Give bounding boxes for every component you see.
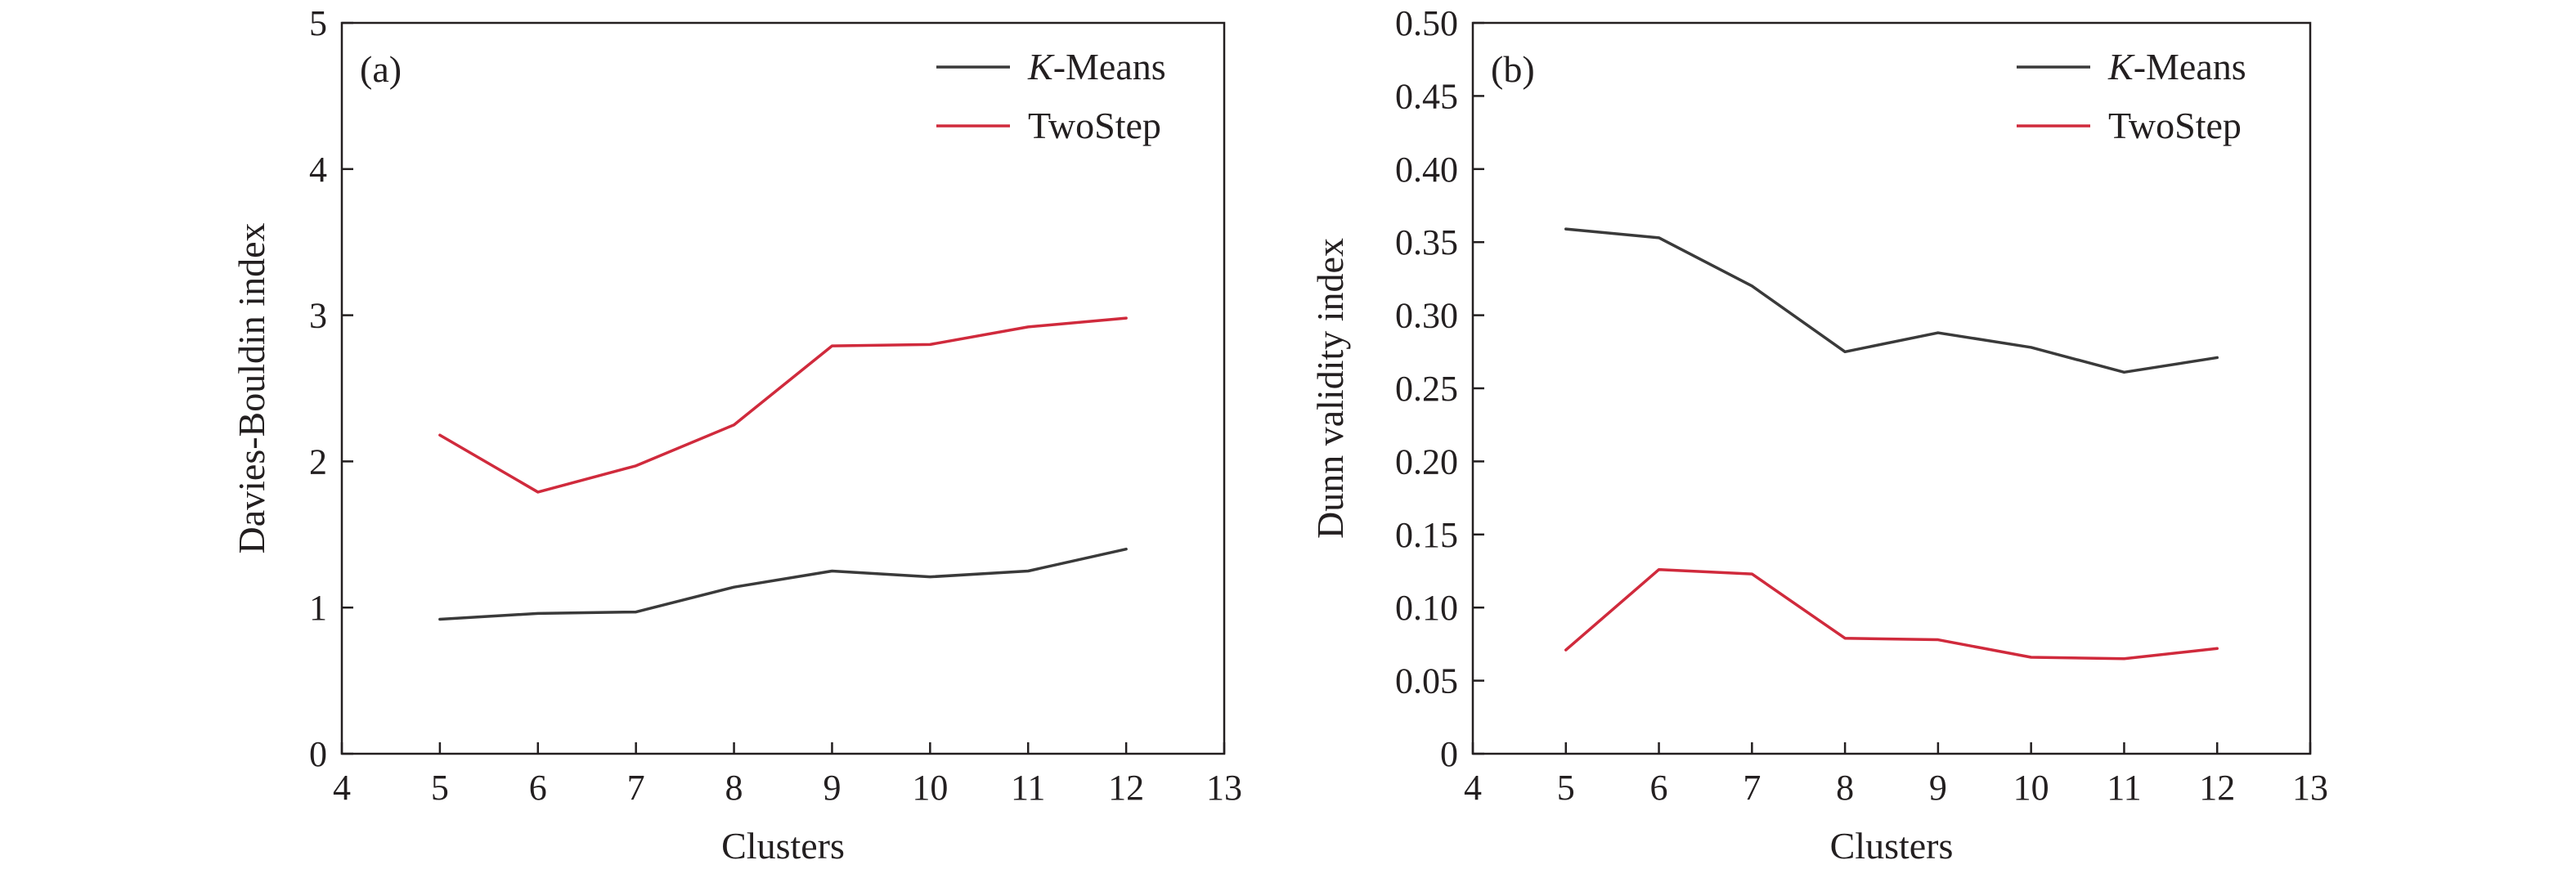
legend: K-Means TwoStep	[936, 46, 1166, 146]
y-ticks: 0 0.05 0.10 0.15 0.20 0.25 0.30 0.35 0.40 0.45 0.5…	[1395, 3, 1484, 774]
series-line-k-means	[1564, 227, 2219, 374]
x-tick-label: 7	[1743, 768, 1761, 808]
y-axis-title: Dunn validity index	[1309, 238, 1351, 539]
y-tick-label: 0.40	[1395, 150, 1458, 190]
x-tick-label: 5	[431, 768, 449, 808]
legend-label-rest: TwoStep	[1028, 105, 1161, 146]
x-tick-label: 4	[333, 768, 351, 808]
y-tick-label: 0.05	[1395, 661, 1458, 701]
y-tick-label: 1	[309, 588, 327, 628]
y-tick-label: 0.10	[1395, 588, 1458, 628]
y-tick-label: 4	[309, 150, 327, 190]
y-ticks: 0 1 2 3 4 5	[309, 3, 353, 774]
y-tick-label: 0.50	[1395, 3, 1458, 43]
panel-label: (a)	[360, 48, 402, 90]
x-tick-label: 11	[2107, 768, 2141, 808]
x-tick-label: 13	[2292, 768, 2328, 808]
x-tick-label: 4	[1464, 768, 1482, 808]
series-lines	[1564, 227, 2219, 661]
x-tick-label: 6	[1650, 768, 1668, 808]
series-line-k-means	[438, 547, 1128, 621]
legend-label-italic: K	[2107, 46, 2135, 87]
x-ticks: 4 5 6 7 8 9 10 11 12 13	[333, 742, 1242, 808]
plot-frame	[340, 21, 1226, 755]
x-tick-label: 13	[1206, 768, 1242, 808]
panel-b: 0 0.05 0.10 0.15 0.20 0.25 0.30 0.35 0.40 0.45 0.5…	[1309, 3, 2328, 867]
y-tick-label: 0.20	[1395, 441, 1458, 482]
x-tick-label: 10	[912, 768, 948, 808]
legend-label-rest: -Means	[2134, 46, 2246, 87]
legend-label: TwoStep	[1028, 105, 1161, 146]
series-line-twostep	[438, 316, 1128, 494]
x-tick-label: 10	[2013, 768, 2049, 808]
y-tick-label: 3	[309, 296, 327, 336]
legend-label-rest: TwoStep	[2108, 105, 2242, 146]
x-tick-label: 6	[529, 768, 547, 808]
y-tick-label: 0	[1440, 734, 1458, 774]
y-tick-label: 0.25	[1395, 369, 1458, 409]
x-tick-label: 8	[725, 768, 743, 808]
x-tick-label: 9	[1929, 768, 1947, 808]
legend-label-rest: -Means	[1053, 46, 1166, 87]
legend-label: K-Means	[2107, 46, 2246, 87]
x-tick-label: 12	[1108, 768, 1144, 808]
x-tick-label: 12	[2199, 768, 2235, 808]
y-tick-label: 5	[309, 3, 327, 43]
legend-label-italic: K	[1027, 46, 1055, 87]
x-tick-label: 7	[627, 768, 645, 808]
legend: K-Means TwoStep	[2017, 46, 2246, 146]
y-tick-label: 0.35	[1395, 222, 1458, 262]
y-tick-label: 0.45	[1395, 76, 1458, 116]
x-tick-label: 9	[823, 768, 841, 808]
y-tick-label: 0.30	[1395, 296, 1458, 336]
legend-label: TwoStep	[2108, 105, 2242, 146]
x-ticks: 4 5 6 7 8 9 10 11 12 13	[1464, 742, 2328, 808]
y-tick-label: 0	[309, 734, 327, 774]
x-axis-title: Clusters	[1830, 825, 1954, 867]
x-axis-title: Clusters	[721, 825, 845, 867]
x-tick-label: 5	[1557, 768, 1575, 808]
panel-label: (b)	[1491, 48, 1535, 90]
y-tick-label: 2	[309, 441, 327, 482]
x-tick-label: 8	[1836, 768, 1854, 808]
y-tick-label: 0.15	[1395, 515, 1458, 555]
y-axis-title: Davies-Bouldin index	[231, 223, 272, 554]
series-line-twostep	[1564, 567, 2219, 661]
legend-label: K-Means	[1027, 46, 1166, 87]
x-tick-label: 11	[1011, 768, 1045, 808]
series-lines	[438, 316, 1128, 621]
